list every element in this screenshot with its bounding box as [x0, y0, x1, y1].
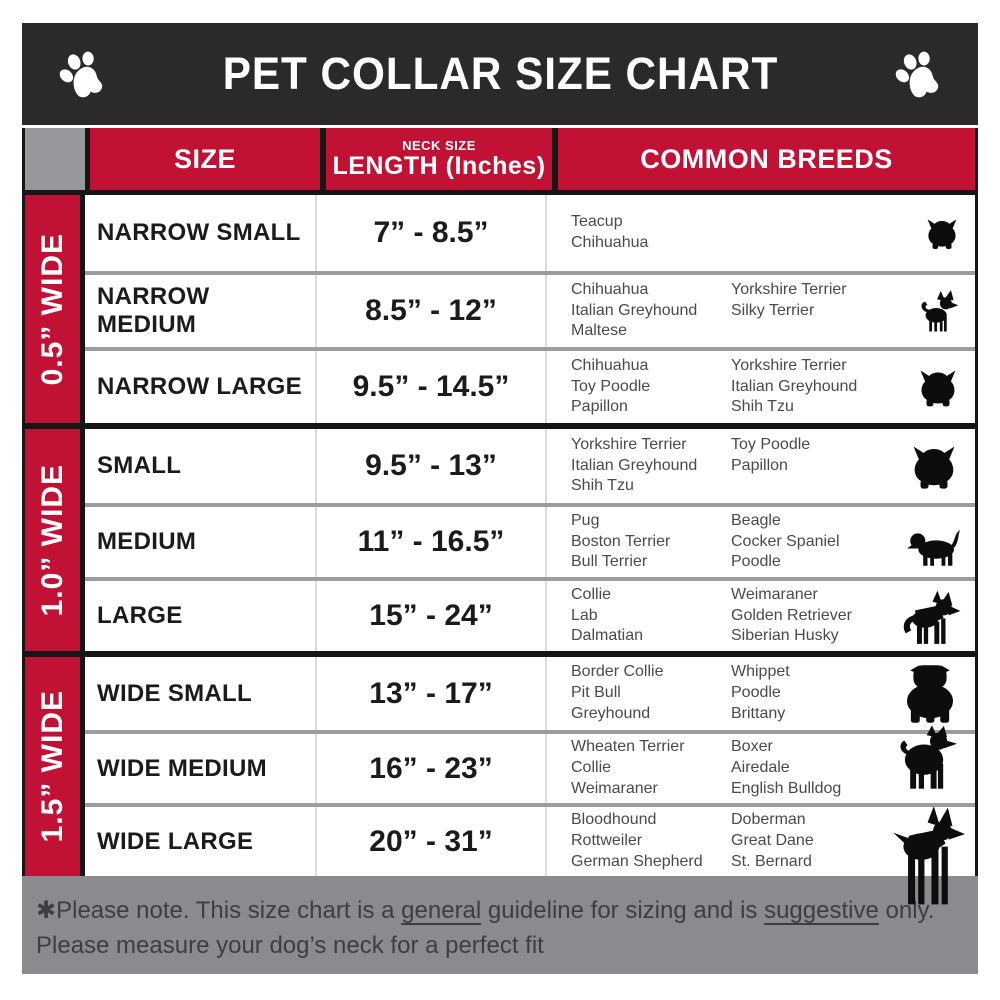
shih-tzu-icon [920, 370, 956, 407]
neck-range: 11” - 16.5” [317, 507, 547, 577]
paw-print-icon [57, 51, 103, 98]
yorkshire-terrier-icon [927, 219, 957, 249]
footer-note-line1: ✱Please note. This size chart is a gener… [36, 897, 935, 924]
footer-note: ✱Please note. This size chart is a gener… [22, 876, 978, 974]
breeds-list-2: Toy Poodle Papillon [731, 435, 811, 474]
paw-print-icon [893, 51, 939, 98]
breeds-list-2: Yorkshire Terrier Italian Greyhound Shih… [731, 356, 858, 416]
width-band-label: 1.0” WIDE [35, 463, 69, 617]
table-row-narrow-medium: NARROW MEDIUM 8.5” - 12” Chihuahua Itali… [85, 271, 975, 347]
width-band-label: 0.5” WIDE [35, 232, 69, 386]
breeds-cell: Yorkshire Terrier Italian Greyhound Shih… [547, 429, 975, 503]
table-row-narrow-small: NARROW SMALL 7” - 8.5” Teacup Chihuahua [85, 195, 975, 271]
breeds-list-2: Boxer Airedale English Bulldog [731, 738, 842, 797]
breeds-list-2: Weimaraner Golden Retriever Siberian Hus… [731, 585, 852, 645]
shih-tzu-icon [913, 446, 955, 489]
breeds-list-2: Beagle Cocker Spaniel Poodle [731, 511, 840, 571]
breeds-cell: Wheaten Terrier Collie Weimaraner Boxer A… [547, 725, 975, 803]
breeds-cell: Chihuahua Italian Greyhound Maltese Yorks… [547, 275, 975, 347]
neck-range: 7” - 8.5” [317, 195, 547, 271]
width-band-15: 1.5” WIDE [25, 657, 85, 876]
width-band-label: 1.5” WIDE [35, 690, 69, 843]
column-header-common-breeds: COMMON BREEDS [558, 128, 975, 190]
width-band-10: 1.0” WIDE [25, 429, 85, 651]
group-divider [25, 651, 975, 657]
size-name: SMALL [85, 429, 317, 503]
width-band-05: 0.5” WIDE [25, 195, 85, 423]
size-name: LARGE [85, 581, 317, 651]
breeds-list-1: Border Collie Pit Bull Greyhound [571, 663, 664, 722]
shepherd-icon [903, 590, 961, 644]
underlined-word: general [401, 897, 482, 924]
breeds-list-2: Doberman Great Dane St. Bernard [731, 811, 814, 870]
table-row-medium: MEDIUM 11” - 16.5” Pug Boston Terrier Bu… [85, 503, 975, 577]
breeds-cell: Chihuahua Toy Poodle Papillon Yorkshire T… [547, 351, 975, 423]
breeds-list-2: Whippet Poodle Brittany [731, 663, 790, 722]
pit-bull-icon [900, 725, 958, 789]
neck-range: 13” - 17” [317, 657, 547, 730]
divider [25, 190, 975, 195]
breeds-list-1: Bloodhound Rottweiler German Shepherd [571, 811, 703, 870]
table-row-wide-medium: WIDE MEDIUM 16” - 23” Wheaten Terrier Co… [85, 725, 975, 803]
breeds-list-1: Yorkshire Terrier Italian Greyhound Shih… [571, 435, 698, 495]
breeds-cell: Collie Lab Dalmatian Weimaraner Golden Re… [547, 581, 975, 651]
neck-size-main-label: LENGTH (Inches) [332, 152, 546, 181]
table-row-large: LARGE 15” - 24” Collie Lab Dalmatian Weim… [85, 577, 975, 651]
breeds-list-2: Yorkshire Terrier Silky Terrier [731, 280, 847, 319]
group-divider [25, 423, 975, 429]
neck-range: 8.5” - 12” [317, 275, 547, 347]
doberman-icon [893, 806, 965, 905]
neck-range: 20” - 31” [317, 807, 547, 876]
breeds-cell: Bloodhound Rottweiler German Shepherd Dob… [547, 806, 975, 905]
breeds-cell: Pug Boston Terrier Bull Terrier Beagle Co… [547, 507, 975, 577]
neck-size-sublabel: NECK SIZE [402, 138, 476, 154]
size-name: NARROW LARGE [85, 351, 317, 423]
table-header-row: SIZE NECK SIZE LENGTH (Inches) COMMON BR… [25, 128, 975, 190]
corner-cell [25, 128, 85, 190]
neck-range: 16” - 23” [317, 734, 547, 803]
underlined-word: suggestive [764, 897, 879, 924]
column-header-neck-size: NECK SIZE LENGTH (Inches) [326, 128, 552, 190]
size-name: WIDE LARGE [85, 807, 317, 876]
size-name: WIDE MEDIUM [85, 734, 317, 803]
breeds-list-1: Teacup Chihuahua [571, 213, 649, 251]
breeds-list-1: Wheaten Terrier Collie Weimaraner [571, 738, 685, 797]
pet-collar-size-chart-page: PET COLLAR SIZE CHART SIZE NECK SIZE LEN… [22, 23, 978, 974]
neck-range: 15” - 24” [317, 581, 547, 651]
breeds-list-1: Collie Lab Dalmatian [571, 585, 644, 645]
column-header-size: SIZE [90, 128, 320, 190]
size-name: MEDIUM [85, 507, 317, 577]
size-name: NARROW SMALL [85, 195, 317, 271]
breeds-list-1: Pug Boston Terrier Bull Terrier [571, 511, 671, 571]
size-name: WIDE SMALL [85, 657, 317, 730]
table-row-narrow-large: NARROW LARGE 9.5” - 14.5” Chihuahua Toy … [85, 347, 975, 423]
size-name: NARROW MEDIUM [85, 275, 317, 347]
size-chart-table: SIZE NECK SIZE LENGTH (Inches) COMMON BR… [22, 128, 978, 905]
breeds-list-1: Chihuahua Italian Greyhound Maltese [571, 280, 698, 340]
width-group-10: 1.0” WIDE SMALL 9.5” - 13” Yorkshire Ter… [25, 429, 975, 651]
title-bar: PET COLLAR SIZE CHART [22, 23, 978, 125]
chihuahua-icon [921, 290, 959, 332]
table-row-wide-large: WIDE LARGE 20” - 31” Bloodhound Rottweil… [85, 803, 975, 905]
neck-range: 9.5” - 14.5” [317, 351, 547, 423]
table-row-wide-small: WIDE SMALL 13” - 17” Border Collie Pit B… [85, 657, 975, 730]
breeds-list-1: Chihuahua Toy Poodle Papillon [571, 356, 651, 416]
width-group-15: 1.5” WIDE WIDE SMALL 13” - 17” Border Co… [25, 657, 975, 905]
page-title: PET COLLAR SIZE CHART [222, 48, 778, 99]
table-row-small: SMALL 9.5” - 13” Yorkshire Terrier Itali… [85, 429, 975, 503]
breeds-cell: Border Collie Pit Bull Greyhound Whippet … [547, 657, 975, 730]
neck-range: 9.5” - 13” [317, 429, 547, 503]
width-group-05: 0.5” WIDE NARROW SMALL 7” - 8.5” Teacup … [25, 195, 975, 423]
breeds-cell: Teacup Chihuahua [547, 195, 975, 271]
beagle-icon [907, 530, 960, 566]
footer-note-line2: Please measure your dog’s neck for a per… [36, 931, 544, 959]
